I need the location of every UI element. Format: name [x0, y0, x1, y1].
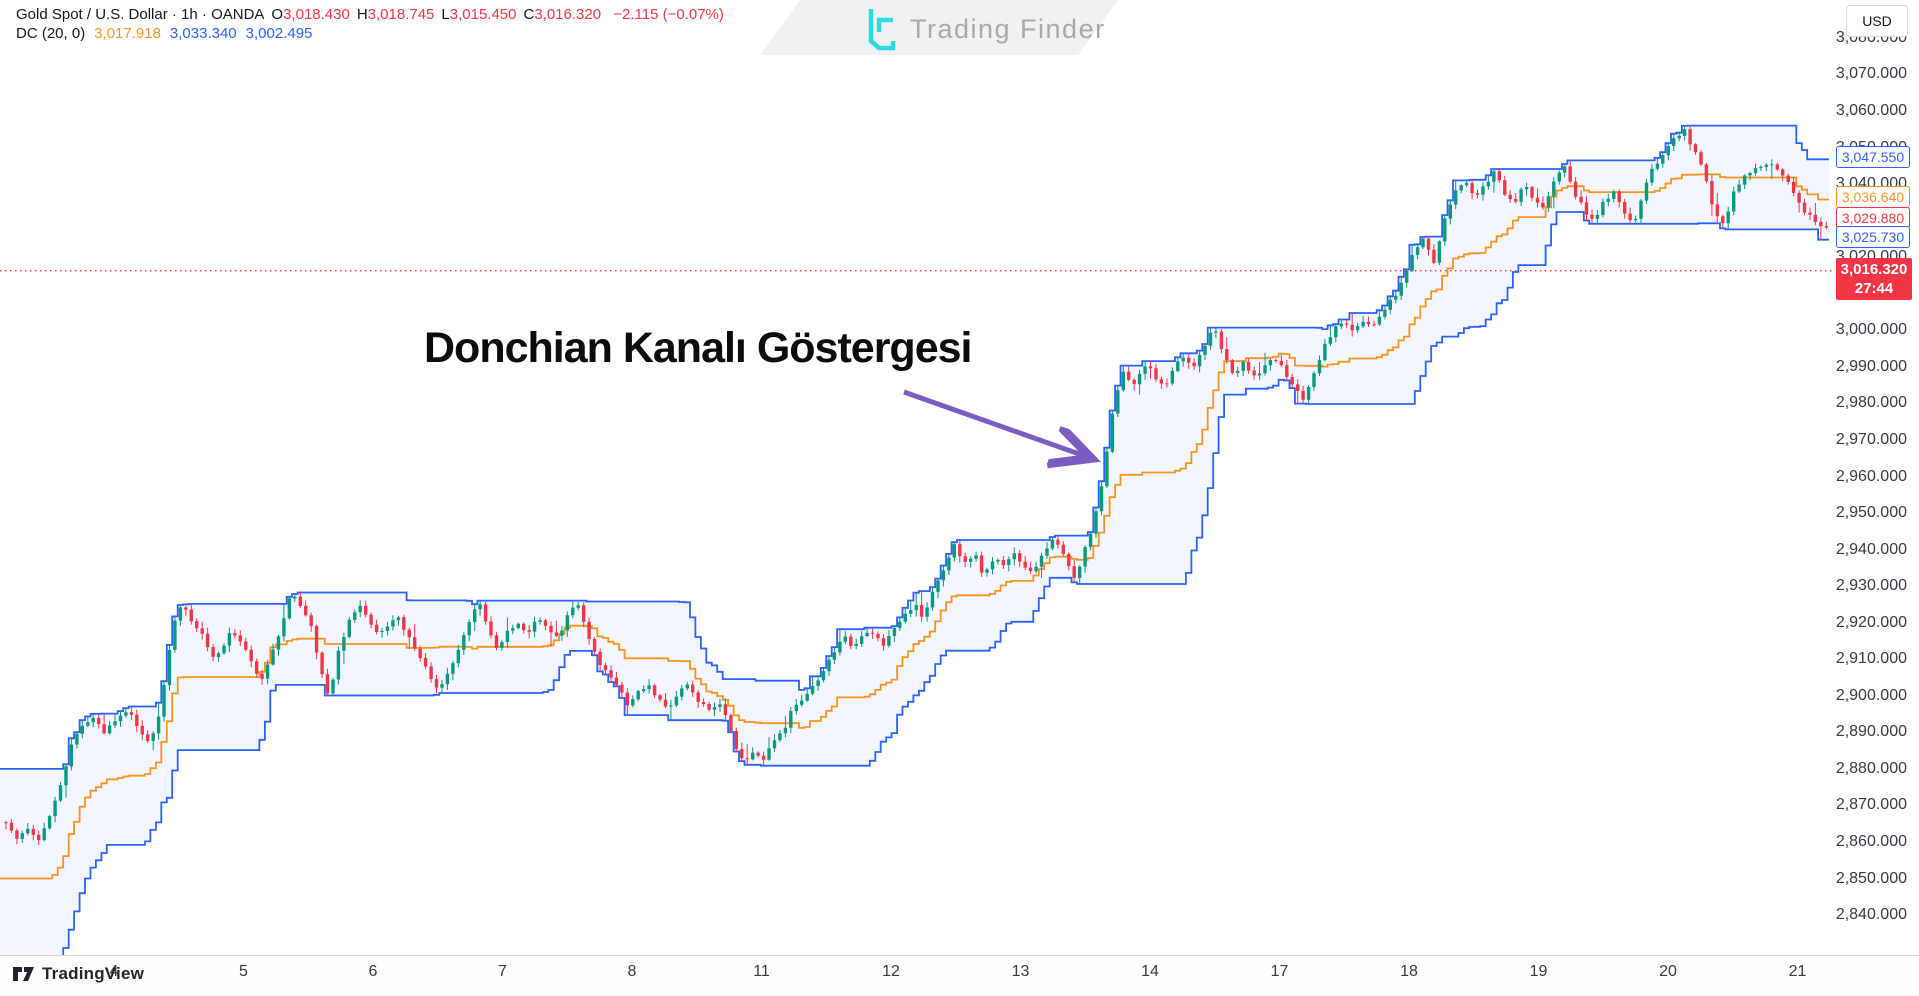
indicator-price-tag: 3,025.730 — [1836, 225, 1910, 248]
symbol-title[interactable]: Gold Spot / U.S. Dollar · 1h · OANDA — [16, 6, 265, 23]
time-tick-label: 13 — [1011, 963, 1030, 980]
tradingfinder-logo-icon — [868, 9, 896, 51]
price-tick-label: 2,950.000 — [1835, 504, 1907, 522]
ohlc-value: 3,015.450 — [449, 6, 517, 23]
time-tick-label: 14 — [1141, 963, 1159, 980]
ohlc-label: C — [523, 6, 535, 23]
price-tick-label: 2,940.000 — [1835, 540, 1907, 558]
donchian-lower-band — [62, 211, 1829, 955]
annotation-arrow-icon — [903, 389, 1105, 474]
price-tick-label: 2,890.000 — [1835, 723, 1907, 741]
down-candle-wicks — [5, 125, 1827, 845]
price-tick-label: 3,000.000 — [1835, 321, 1907, 339]
tradingview-brand-text: TradingView — [42, 964, 145, 983]
donchian-middle-line — [0, 173, 1829, 880]
ohlc-value: 3,018.745 — [367, 6, 435, 23]
price-tick-label: 2,930.000 — [1835, 577, 1907, 595]
indicator-price-tag: 3,036.640 — [1836, 185, 1910, 208]
time-tick-label: 7 — [498, 963, 507, 980]
time-tick-label: 12 — [882, 963, 900, 980]
ohlc-label: L — [441, 6, 450, 23]
last-price-tag: 3,016.320 27:44 — [1836, 257, 1912, 300]
indicator-value: 3,002.495 — [245, 25, 313, 42]
legend-row-indicator[interactable]: DC (20, 0) 3,017.918 3,033.340 3,002.495 — [16, 24, 724, 43]
time-tick-label: 11 — [753, 963, 770, 980]
time-tick-label: 8 — [627, 963, 637, 980]
price-tick-label: 2,900.000 — [1835, 686, 1907, 704]
price-tick-label: 3,070.000 — [1835, 65, 1907, 83]
indicator-price-tag: 3,029.880 — [1836, 206, 1910, 229]
time-tick-label: 18 — [1400, 963, 1418, 980]
time-tick-label: 21 — [1788, 963, 1807, 980]
time-tick-label: 5 — [239, 963, 248, 980]
price-tick-label: 2,880.000 — [1835, 759, 1907, 777]
time-tick-label: 20 — [1659, 963, 1677, 980]
price-tick-label: 2,850.000 — [1835, 869, 1907, 887]
price-tick-label: 2,990.000 — [1835, 357, 1907, 375]
price-axis[interactable]: 3,080.0003,070.0003,060.0003,050.0003,04… — [1833, 0, 1919, 955]
ohlc-value: 3,016.320 — [534, 6, 602, 23]
indicator-price-tag: 3,047.550 — [1836, 145, 1910, 168]
bar-countdown: 27:44 — [1854, 279, 1894, 297]
watermark-brand-text: Trading Finder — [910, 13, 1106, 44]
price-tick-label: 2,960.000 — [1835, 467, 1907, 485]
tradingview-logo-icon — [13, 967, 34, 981]
price-tick-label: 2,870.000 — [1835, 796, 1907, 814]
price-chart-canvas[interactable] — [0, 0, 1833, 955]
legend-row-symbol[interactable]: Gold Spot / U.S. Dollar · 1h · OANDA O3,0… — [16, 5, 724, 24]
down-candle-bodies — [4, 129, 1828, 841]
ohlc-label: H — [356, 6, 368, 23]
indicator-value: 3,017.918 — [94, 25, 161, 42]
price-tick-label: 2,980.000 — [1835, 394, 1907, 412]
price-tick-label: 2,840.000 — [1835, 906, 1907, 924]
indicator-value: 3,033.340 — [169, 25, 237, 42]
last-price-value: 3,016.320 — [1840, 260, 1908, 278]
donchian-fill — [0, 125, 1829, 955]
tradingview-attribution[interactable]: TradingView — [12, 963, 144, 985]
time-tick-label: 4 — [109, 963, 119, 980]
watermark: Trading Finder — [862, 6, 1106, 52]
price-tick-label: 2,910.000 — [1835, 650, 1907, 668]
indicator-name[interactable]: DC (20, 0) — [16, 25, 86, 42]
ohlc-value: 3,018.430 — [283, 6, 350, 23]
time-tick-label: 19 — [1529, 963, 1548, 980]
price-tick-label: 2,860.000 — [1835, 833, 1907, 850]
time-tick-label: 6 — [368, 963, 378, 980]
annotation-label: Donchian Kanalı Göstergesi — [424, 324, 972, 372]
price-tick-label: 2,970.000 — [1835, 430, 1907, 448]
symbol-legend: Gold Spot / U.S. Dollar · 1h · OANDA O3,0… — [16, 5, 724, 43]
price-tick-label: 3,060.000 — [1835, 102, 1907, 119]
price-change: −2.115 (−0.07%) — [613, 6, 724, 23]
price-tick-label: 2,920.000 — [1835, 613, 1907, 631]
time-tick-label: 17 — [1270, 963, 1289, 980]
ohlc-label: O — [271, 6, 284, 23]
time-axis[interactable]: 4 5 6 7 8 11 12 13 14 17 18 19 20 21 — [0, 955, 1919, 996]
up-candle-bodies — [20, 129, 1774, 841]
currency-button[interactable]: USD — [1846, 5, 1908, 37]
